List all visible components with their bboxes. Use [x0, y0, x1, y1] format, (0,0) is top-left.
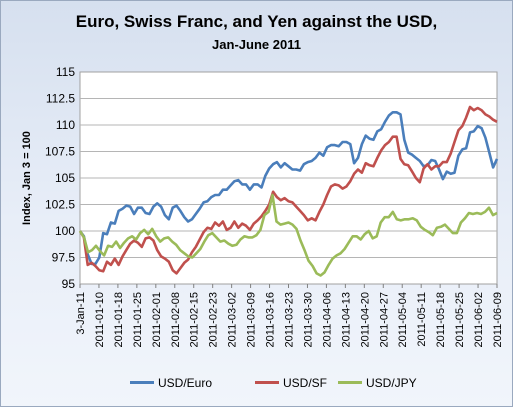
x-tick-label: 2011-04-27: [378, 292, 390, 347]
x-tick-label: 2011-02-08: [170, 292, 182, 347]
x-tick-label: 2011-05-25: [454, 292, 466, 347]
x-tick-label: 2011-01-25: [132, 292, 144, 347]
chart-title: Euro, Swiss Franc, and Yen against the U…: [75, 12, 438, 31]
legend-label: USD/JPY: [366, 376, 417, 390]
y-axis-ticks: 95 97.5 100 102.5 105 107.5 110 112.5 115: [45, 65, 75, 291]
legend-label: USD/Euro: [158, 376, 213, 390]
x-tick-label: 2011-03-30: [302, 292, 314, 347]
y-tick-label: 97.5: [52, 251, 76, 265]
series-line-usd-jpy: [78, 193, 498, 277]
y-tick-label: 100: [55, 224, 75, 238]
y-tick-label: 95: [62, 277, 76, 291]
x-tick-label: 2011-02-15: [189, 292, 201, 347]
x-tick-label: 2011-02-01: [151, 292, 163, 347]
y-tick-label: 110: [56, 118, 75, 132]
chart-subtitle: Jan-June 2011: [212, 37, 301, 52]
legend-swatch: [338, 381, 362, 385]
x-tick-label: 2011-04-13: [340, 292, 352, 347]
legend-label: USD/SF: [283, 376, 328, 390]
series-line-usd-sf: [78, 105, 498, 275]
y-tick-label: 107.5: [45, 145, 75, 159]
x-tick-label: 2011-03-02: [227, 292, 239, 347]
x-axis-ticks: 3-Jan-11 2011-01-10 2011-01-18 2011-01-25 20…: [75, 284, 504, 347]
legend-swatch: [255, 381, 279, 385]
legend-item: USD/Euro: [130, 376, 212, 390]
x-tick-label: 2011-03-23: [284, 292, 296, 347]
x-tick-label: 2011-03-16: [265, 292, 277, 347]
x-tick-label: 2011-06-02: [473, 292, 485, 347]
x-tick-label: 2011-05-11: [416, 292, 428, 347]
y-tick-label: 105: [55, 171, 75, 185]
x-tick-label: 2011-04-20: [359, 292, 371, 347]
x-tick-label: 2011-04-06: [321, 292, 333, 347]
x-tick-label: 2011-02-23: [208, 292, 220, 347]
x-tick-label: 2011-05-18: [435, 292, 447, 347]
legend-swatch: [130, 381, 154, 385]
x-tick-label: 2011-01-10: [94, 292, 106, 347]
legend-item: USD/JPY: [338, 376, 417, 390]
y-tick-label: 112.5: [46, 92, 75, 106]
x-tick-label: 2011-05-04: [397, 292, 409, 347]
x-tick-label: 3-Jan-11: [75, 292, 87, 335]
legend: USD/Euro USD/SF USD/JPY: [0, 376, 513, 392]
series-lines: [78, 105, 499, 277]
y-tick-label: 115: [56, 65, 75, 79]
x-tick-label: 2011-03-09: [246, 292, 258, 347]
legend-item: USD/SF: [255, 376, 327, 390]
y-axis-label: Index, Jan 3 = 100: [21, 131, 33, 225]
x-tick-label: 2011-01-18: [113, 292, 125, 347]
x-tick-label: 2011-06-09: [492, 292, 504, 347]
y-tick-label: 102.5: [45, 198, 75, 212]
